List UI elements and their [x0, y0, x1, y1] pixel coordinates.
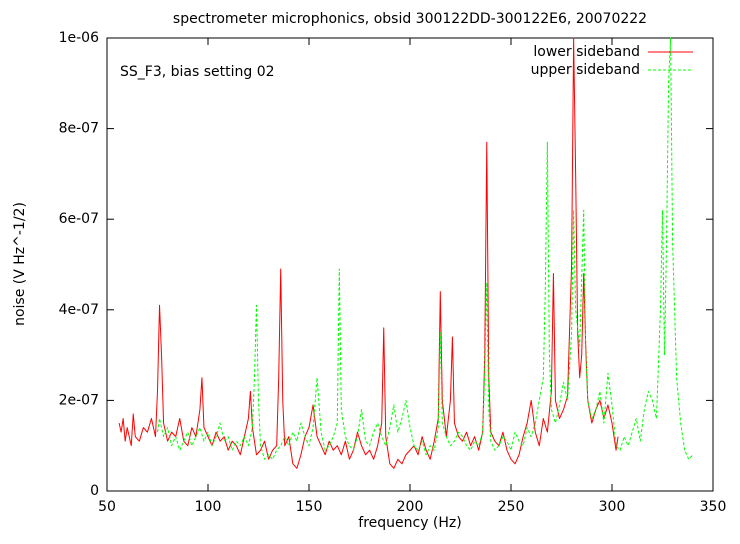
- x-tick-label: 100: [195, 499, 222, 515]
- y-tick-label: 8e-07: [59, 121, 99, 137]
- x-axis-label: frequency (Hz): [358, 515, 461, 531]
- x-tick-label: 150: [296, 499, 323, 515]
- x-tick-label: 250: [498, 499, 525, 515]
- x-tick-label: 350: [700, 499, 727, 515]
- y-tick-label: 2e-07: [59, 392, 99, 408]
- y-tick-label: 4e-07: [59, 302, 99, 318]
- legend-label: lower sideband: [533, 44, 640, 60]
- y-tick-label: 0: [90, 483, 99, 499]
- chart-title: spectrometer microphonics, obsid 300122D…: [173, 11, 647, 27]
- y-tick-label: 1e-06: [59, 30, 99, 46]
- x-tick-label: 50: [98, 499, 116, 515]
- y-tick-label: 6e-07: [59, 211, 99, 227]
- series-line: [157, 37, 694, 460]
- annotation: SS_F3, bias setting 02: [120, 64, 275, 80]
- x-tick-label: 300: [599, 499, 626, 515]
- x-tick-label: 200: [397, 499, 424, 515]
- legend-label: upper sideband: [531, 62, 640, 78]
- y-axis-label: noise (V Hz^-1/2): [12, 202, 28, 326]
- series-line: [118, 37, 619, 469]
